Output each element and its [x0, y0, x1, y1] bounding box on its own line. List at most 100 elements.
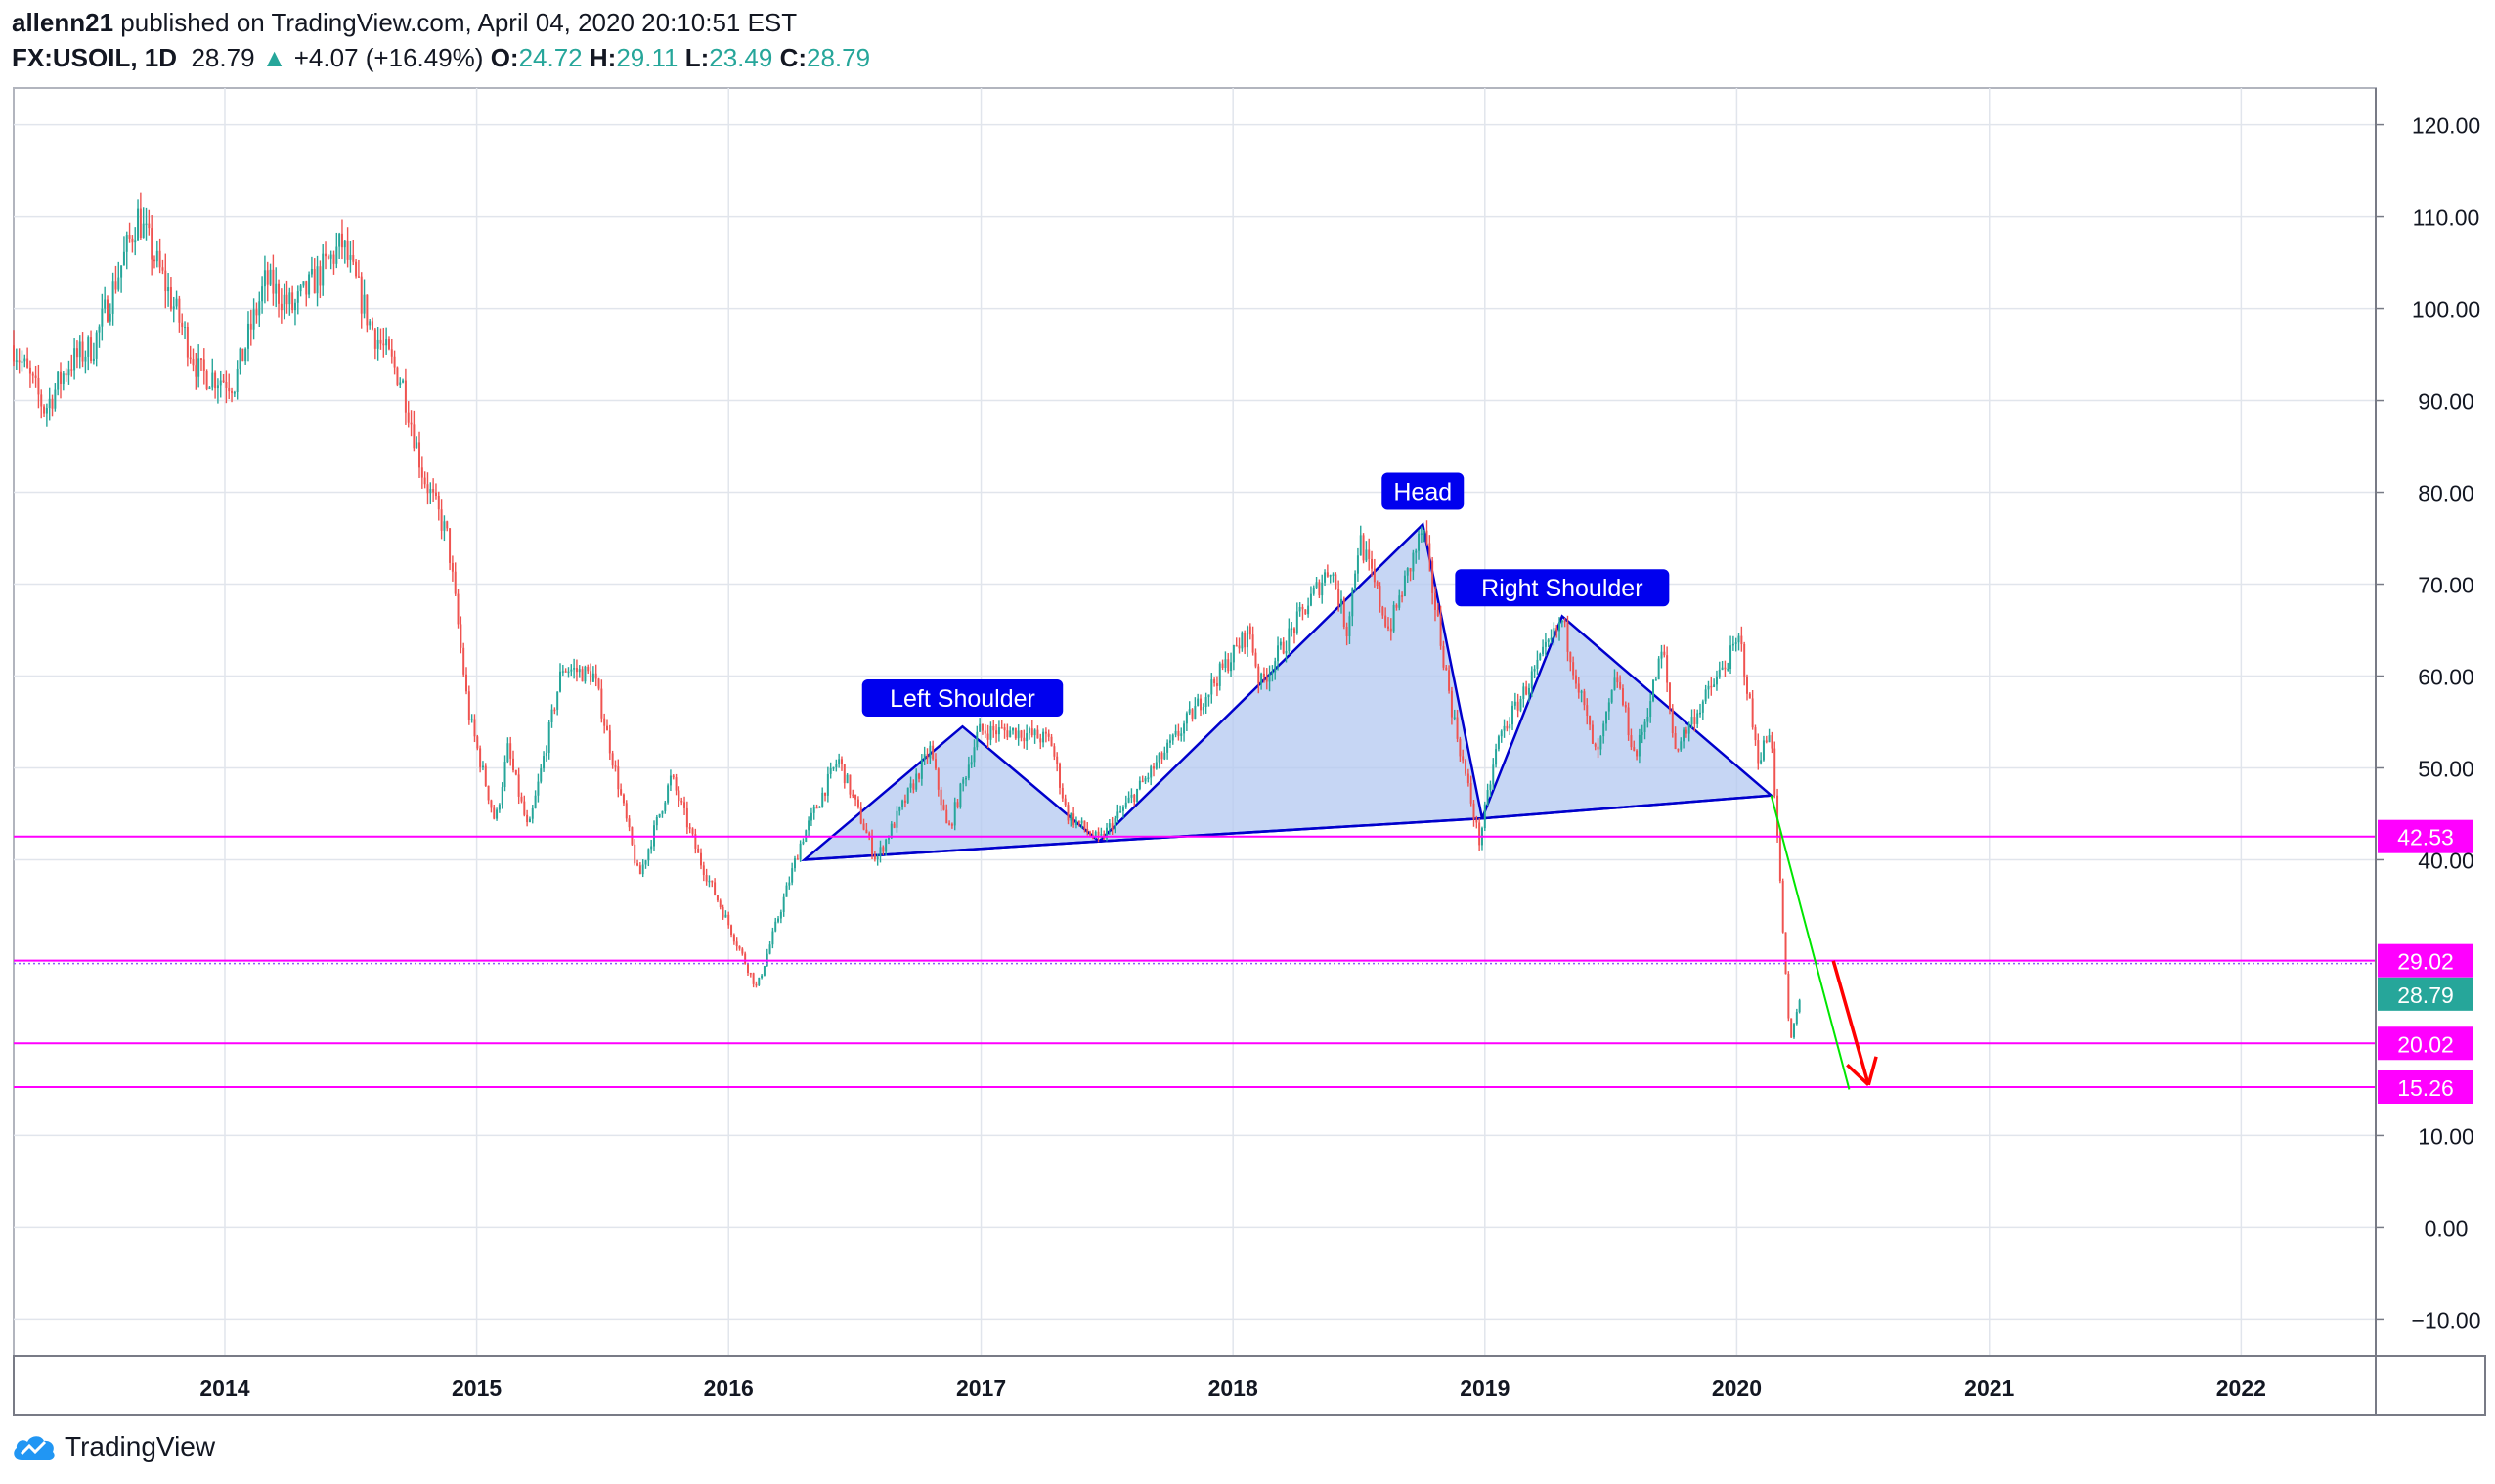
horizontal-levels[interactable]: 42.53 29.02 20.02 15.26 28.79 [14, 819, 2473, 1104]
candle-body [909, 783, 912, 788]
candle-body [496, 809, 499, 819]
candle-body [644, 860, 647, 865]
candle-body [1111, 823, 1114, 831]
candle-body [437, 495, 440, 510]
low-value: 23.49 [709, 43, 773, 72]
candle-body [724, 914, 727, 918]
candle-body [1210, 679, 1213, 695]
drawings[interactable] [1770, 795, 1878, 1090]
candle-body [236, 368, 239, 393]
candle-body [606, 725, 608, 731]
candle-body [454, 571, 457, 594]
candle-body [600, 688, 603, 719]
symbol-name[interactable]: FX:USOIL, 1D [12, 43, 178, 72]
candle-body [81, 341, 84, 362]
candle-body [838, 759, 841, 764]
candle-body [688, 827, 691, 829]
candle-body [514, 769, 517, 775]
candle-body [465, 674, 468, 692]
candle-body [1124, 802, 1127, 808]
candle-body [1544, 641, 1547, 647]
candle-body [202, 359, 205, 371]
candle-body [683, 802, 686, 808]
candle-body [1061, 787, 1064, 799]
candle-body [1215, 683, 1218, 686]
candle-body [305, 281, 308, 295]
candle-body [1597, 746, 1599, 750]
tradingview-cloud-icon[interactable] [12, 1432, 57, 1462]
candle-body [373, 329, 376, 349]
candle-body [62, 373, 65, 384]
candle-body [992, 725, 995, 731]
candle-body [1574, 675, 1577, 684]
candle-body [18, 360, 21, 363]
candle-body [926, 754, 929, 759]
axes[interactable]: 120.00 110.00 100.00 90.00 80.00 70.00 60.00 50… [13, 88, 2486, 1416]
candle-body [970, 762, 973, 765]
candle-body [376, 339, 379, 349]
candle-body [1790, 1018, 1793, 1038]
candle-body [404, 380, 407, 413]
candle-body [1194, 705, 1197, 720]
candle-body [685, 807, 688, 828]
candle-body [1550, 637, 1553, 640]
candle-body [986, 733, 989, 740]
candle-body [1765, 740, 1768, 743]
candle-body [587, 666, 590, 672]
candle-body [1026, 733, 1029, 742]
candle-body [661, 810, 664, 814]
candle-body [1478, 822, 1481, 846]
candle-body [1168, 740, 1171, 743]
head-and-shoulders-pattern[interactable] [801, 521, 1774, 861]
candle-body [258, 301, 261, 316]
candle-body [1373, 568, 1376, 583]
candle-body [1141, 780, 1144, 783]
candle-body [1591, 724, 1594, 744]
candle-body [343, 240, 346, 248]
candle-body [1621, 688, 1624, 706]
author-name[interactable]: allenn21 [12, 8, 114, 37]
candle-body [1020, 730, 1023, 738]
candle-body [1108, 823, 1111, 828]
candle-body [1262, 673, 1265, 677]
candle-body [322, 253, 325, 286]
candle-body [1359, 535, 1362, 556]
candle-body [1589, 715, 1592, 725]
tradingview-brand[interactable]: TradingView [65, 1431, 216, 1462]
candle-body [167, 287, 170, 292]
candle-body [564, 671, 567, 673]
candle-body [829, 767, 832, 774]
arrow-head [1846, 1063, 1870, 1087]
candle-body [28, 367, 31, 374]
candle-body [158, 250, 161, 268]
candle-body [1070, 813, 1072, 821]
candle-body [329, 254, 332, 259]
candle-body [1009, 730, 1012, 738]
candle-body [310, 269, 313, 275]
candle-body [761, 975, 764, 979]
candle-body [332, 254, 335, 264]
low-label: L: [684, 43, 710, 72]
candle-body [1171, 734, 1174, 741]
candle-body [390, 349, 393, 357]
candle-body [1636, 750, 1639, 757]
last-price: 28.79 [191, 43, 255, 72]
candle-body [1271, 672, 1274, 675]
candle-body [385, 339, 388, 346]
level-badge [2378, 819, 2473, 853]
candle-body [1627, 707, 1630, 736]
candle-body [308, 274, 311, 295]
candle-body [584, 666, 587, 682]
candle-body [705, 875, 708, 882]
candle-body [526, 814, 529, 823]
candle-body [793, 858, 796, 869]
candle-body [1456, 717, 1459, 739]
candle-body [269, 269, 272, 285]
candle-body [1542, 646, 1545, 654]
candle-body [1553, 628, 1555, 638]
candle-body [1318, 582, 1321, 596]
candle-body [1509, 724, 1511, 729]
candle-body [131, 238, 134, 243]
candle-body [1053, 746, 1056, 757]
